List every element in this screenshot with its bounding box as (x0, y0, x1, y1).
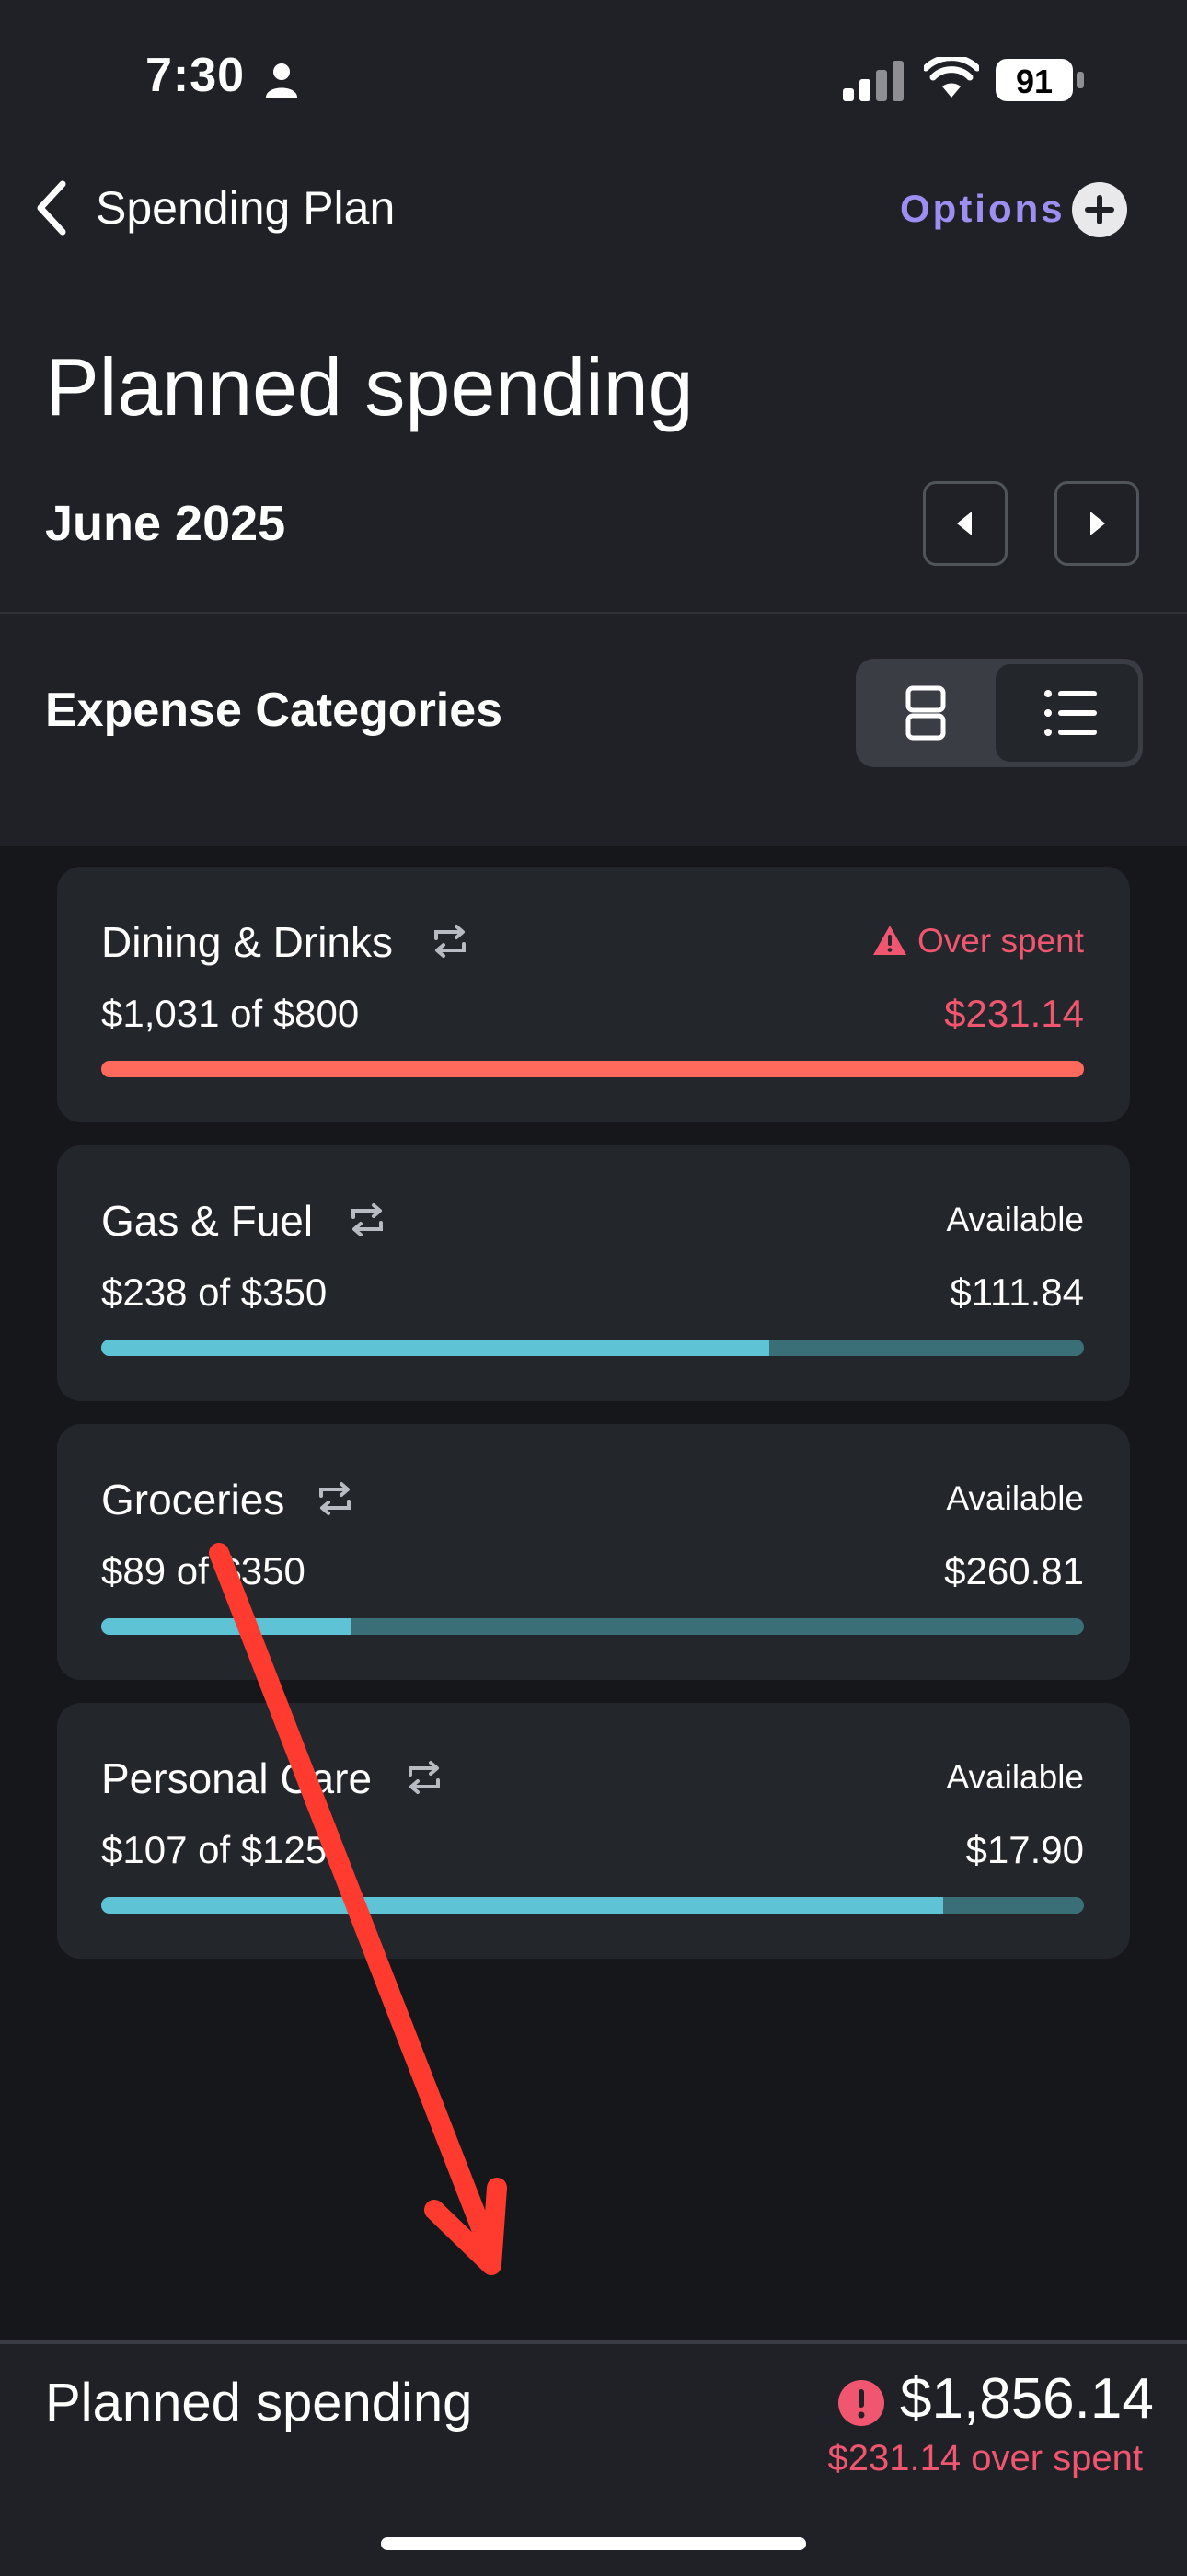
section-title: Expense Categories (45, 684, 503, 737)
progress-fill (101, 1340, 770, 1356)
category-amount: $107 of $125 (101, 1828, 328, 1871)
previous-month-button[interactable] (923, 481, 1008, 566)
repeat-icon (403, 1756, 445, 1799)
progress-bar (101, 1618, 1084, 1635)
footer-over-spent: $231.14 over spent (827, 2438, 1143, 2478)
wifi-icon (924, 57, 979, 98)
category-name: Groceries (101, 1476, 285, 1524)
category-card[interactable] (57, 867, 1130, 1122)
category-amount: $238 of $350 (101, 1271, 328, 1314)
caret-right-icon (1090, 512, 1105, 535)
header-divider (0, 612, 1187, 614)
category-amount: $1,031 of $800 (101, 992, 360, 1035)
repeat-icon (429, 920, 471, 962)
repeat-icon (314, 1478, 356, 1520)
category-remaining: $111.84 (950, 1271, 1084, 1314)
status-time: 7:30 (145, 49, 246, 102)
category-amount: $89 of $350 (101, 1549, 305, 1593)
plus-icon[interactable] (1072, 182, 1127, 237)
progress-bar (101, 1897, 1084, 1914)
progress-bar (101, 1340, 1084, 1356)
warning-icon (873, 926, 906, 955)
back-chevron-icon[interactable] (33, 180, 70, 236)
page-title: Planned spending (45, 341, 694, 432)
back-button[interactable]: Spending Plan (96, 182, 396, 234)
category-name: Dining & Drinks (101, 918, 393, 966)
month-label: June 2025 (45, 496, 286, 551)
category-status: Available (946, 1201, 1084, 1238)
list-view-button[interactable] (996, 664, 1138, 762)
category-status: Available (946, 1479, 1084, 1517)
progress-fill (101, 1897, 944, 1914)
caret-left-icon (957, 512, 972, 535)
battery-level: 91 (1015, 63, 1054, 100)
battery-icon: 91 (996, 59, 1084, 101)
category-status: Over spent (917, 922, 1084, 960)
progress-fill (101, 1061, 1084, 1077)
signal-icon (843, 61, 904, 101)
category-name: Gas & Fuel (101, 1197, 314, 1245)
person-icon (266, 63, 297, 98)
repeat-icon (346, 1199, 388, 1241)
footer-summary (0, 2340, 1187, 2576)
category-name: Personal Care (101, 1754, 373, 1802)
category-remaining: $231.14 (944, 992, 1084, 1035)
card-view-icon[interactable] (860, 664, 994, 762)
home-indicator (381, 2537, 806, 2550)
alert-circle-icon (838, 2380, 884, 2426)
list-view-icon (1044, 690, 1097, 736)
category-status: Available (946, 1758, 1084, 1796)
category-card[interactable] (57, 1145, 1130, 1401)
options-button[interactable]: Options (900, 187, 1066, 230)
category-remaining: $260.81 (944, 1549, 1084, 1593)
next-month-button[interactable] (1054, 481, 1139, 566)
footer-label: Planned spending (45, 2373, 473, 2432)
category-remaining: $17.90 (965, 1828, 1084, 1871)
footer-total: $1,856.14 (900, 2367, 1154, 2431)
progress-fill (101, 1618, 352, 1635)
progress-bar (101, 1061, 1084, 1077)
